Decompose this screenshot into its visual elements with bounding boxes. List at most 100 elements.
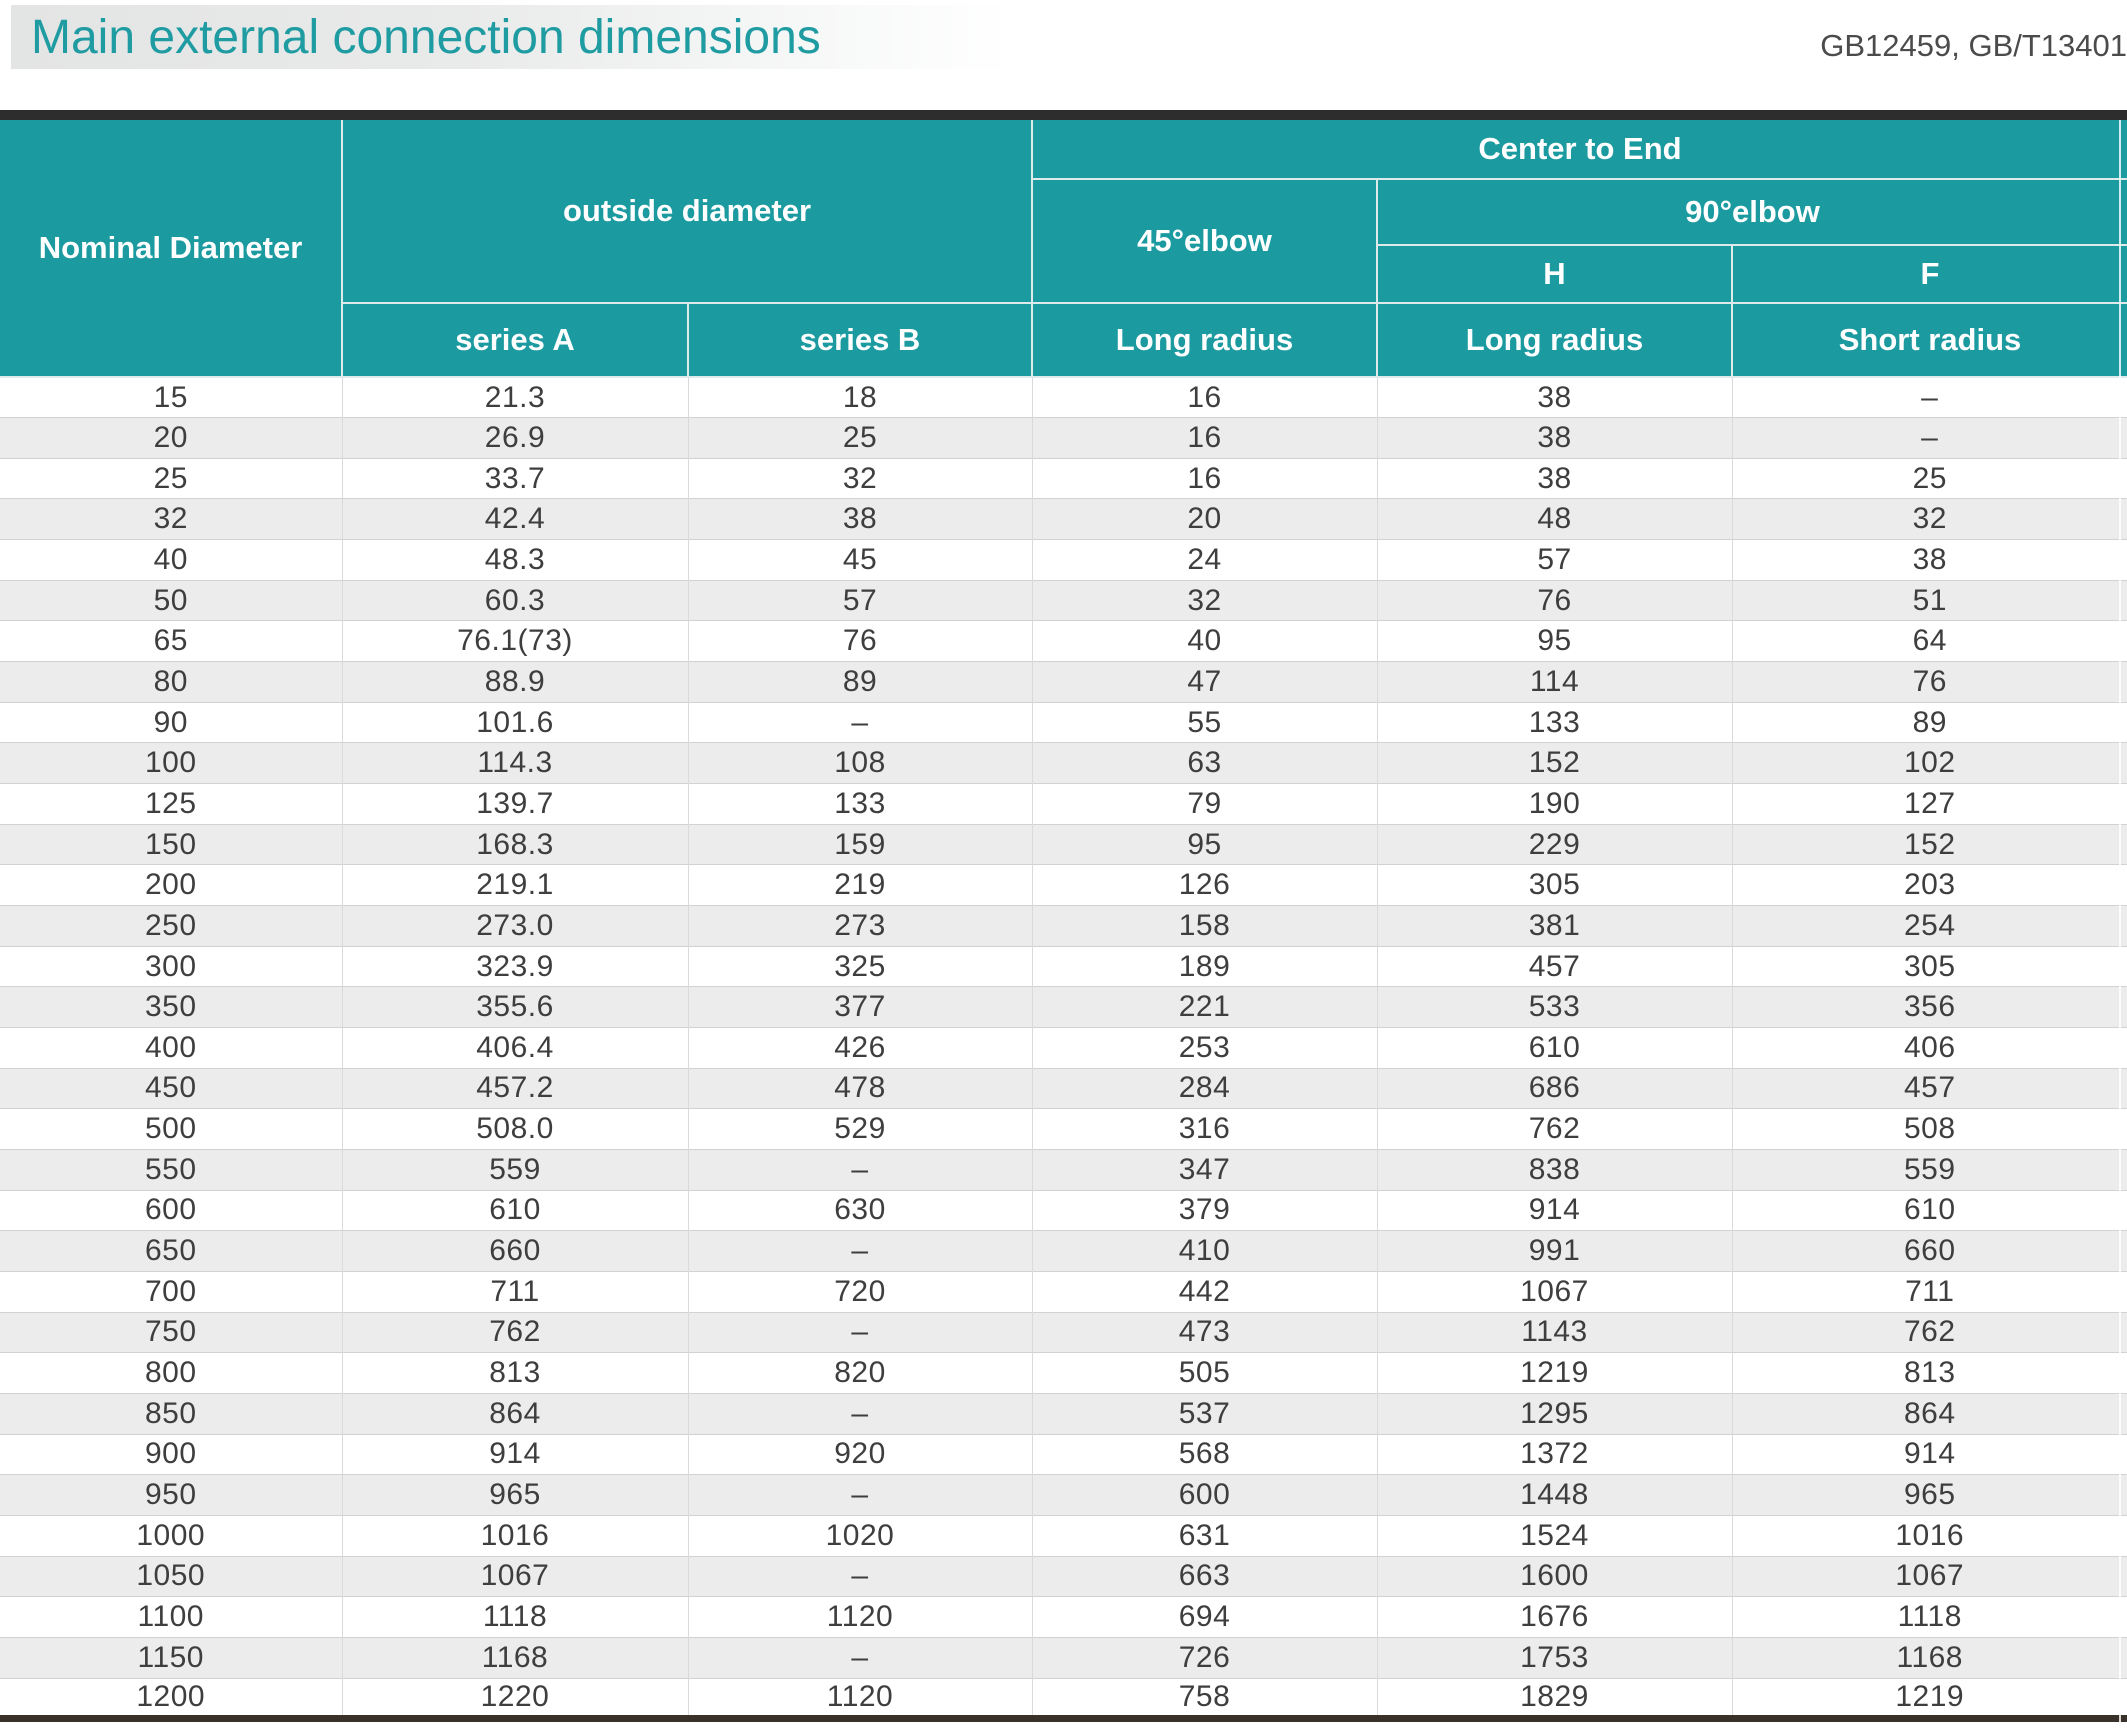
table-cell: 32 [1031,579,1378,621]
table-cell: 38 [1376,457,1733,499]
table-cell: 57 [1376,539,1733,581]
table-cell: 1067 [341,1555,689,1597]
table-cell: 610 [341,1189,689,1231]
table-cell: 1600 [1376,1555,1733,1597]
table-cell: 76 [1731,661,2127,703]
table-cell: 1067 [1376,1270,1733,1313]
table-cell: 25 [687,417,1033,459]
table-cell: 965 [1731,1474,2127,1516]
table-cell: 631 [1031,1514,1378,1557]
table-cell: 80 [0,661,343,703]
title-banner: Main external connection dimensions [11,5,1013,69]
table-cell: 40 [1031,620,1378,662]
table-cell: 750 [0,1311,343,1353]
table-cell: – [1731,377,2127,418]
table-row: 90 101.6–55 133 89 [0,701,2127,743]
table-cell: 442 [1031,1270,1378,1313]
table-row: 80 88.9 89 47 114 76 [0,661,2127,703]
table-cell: 1168 [1731,1636,2127,1678]
table-cell: 50 [0,579,343,621]
table-cell: 60.3 [341,579,689,621]
table-cell: 190 [1376,783,1733,825]
header-outside-diameter: outside diameter [341,115,1033,304]
table-row: 20 26.9 25 16 38– [0,417,2127,459]
table-cell: 864 [1731,1392,2127,1435]
table-cell: 529 [687,1108,1033,1150]
table-cell: 758 [1031,1677,1378,1719]
table-row: 32 42.4 38 20 48 32 [0,498,2127,540]
table-cell: 660 [1731,1230,2127,1272]
table-cell: 762 [1376,1108,1733,1150]
table-cell: 100 [0,742,343,784]
table-cell: 20 [0,417,343,459]
table-cell: 1020 [687,1514,1033,1557]
table-cell: – [687,1555,1033,1597]
table-cell: 25 [0,457,343,499]
table-cell: 457 [1731,1067,2127,1109]
table-cell: 89 [1731,701,2127,743]
table-cell: 150 [0,823,343,865]
table-cell: 813 [1731,1352,2127,1394]
table-cell: 32 [0,498,343,540]
header-short-radius-f: Short radius [1731,302,2127,378]
table-cell: 325 [687,945,1033,987]
table-cell: 1372 [1376,1433,1733,1475]
table-cell: 820 [687,1352,1033,1394]
table-cell: 920 [687,1433,1033,1475]
header-center-to-end: Center to End [1031,115,2127,180]
table-row: 600 610 630 379 914 610 [0,1189,2127,1231]
header-long-radius-45: Long radius [1031,302,1378,378]
table-cell: 355.6 [341,986,689,1028]
table-cell: 1118 [341,1596,689,1638]
table-cell: 24 [1031,539,1378,581]
table-cell: 610 [1731,1189,2127,1231]
header-f: F [1731,244,2127,304]
table-row: 300 323.9 325 189 457 305 [0,945,2127,987]
table-row: 25 33.7 32 16 38 25 [0,457,2127,499]
table-cell: 16 [1031,377,1378,418]
clipped-page-edge-divider [2119,120,2121,1724]
table-cell: 1067 [1731,1555,2127,1597]
table-cell: 1200 [0,1677,343,1719]
table-cell: 88.9 [341,661,689,703]
table-cell: 537 [1031,1392,1378,1435]
table-cell: 26.9 [341,417,689,459]
table-cell: 813 [341,1352,689,1394]
table-cell: 473 [1031,1311,1378,1353]
table-cell: 64 [1731,620,2127,662]
table-cell: 125 [0,783,343,825]
table-cell: 95 [1376,620,1733,662]
table-cell: 406.4 [341,1027,689,1069]
table-cell: 102 [1731,742,2127,784]
table-cell: 1016 [341,1514,689,1557]
table-cell: 90 [0,701,343,743]
table-cell: 38 [687,498,1033,540]
table-cell: 219 [687,864,1033,906]
table-row: 650 660–410 991 660 [0,1230,2127,1272]
table-cell: 152 [1376,742,1733,784]
table-cell: 273.0 [341,905,689,947]
table-cell: 139.7 [341,783,689,825]
table-row: 100 114.3 108 63 152 102 [0,742,2127,784]
standards-label: GB12459, GB/T13401 [1820,28,2127,63]
header-nominal-diameter: Nominal Diameter [0,115,343,378]
table-cell: 126 [1031,864,1378,906]
table-cell: 51 [1731,579,2127,621]
table-cell: 45 [687,539,1033,581]
table-cell: 1100 [0,1596,343,1638]
table-cell: 559 [1731,1148,2127,1191]
table-cell: 1524 [1376,1514,1733,1557]
table-cell: 838 [1376,1148,1733,1191]
table-cell: 660 [341,1230,689,1272]
table-cell: 158 [1031,905,1378,947]
table-cell: 1295 [1376,1392,1733,1435]
table-row: 750 762–473 1143 762 [0,1311,2127,1353]
table-cell: 57 [687,579,1033,621]
table-cell: 410 [1031,1230,1378,1272]
table-cell: 25 [1731,457,2127,499]
table-cell: – [687,701,1033,743]
table-cell: 316 [1031,1108,1378,1150]
table-cell: 478 [687,1067,1033,1109]
table-cell: 610 [1376,1027,1733,1069]
header-h: H [1376,244,1733,304]
